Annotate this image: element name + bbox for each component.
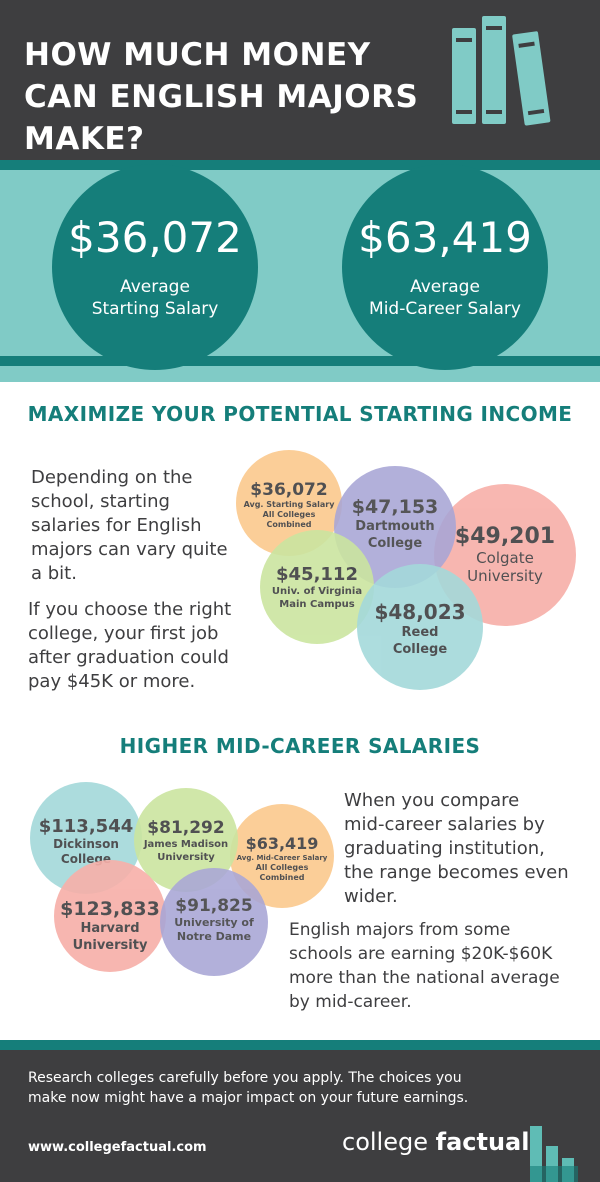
bubble-harvard: $123,833 Harvard University — [54, 860, 166, 972]
footer-message: Research colleges carefully before you a… — [28, 1070, 469, 1106]
starting-paragraph-2: If you choose the right college, your fi… — [28, 599, 232, 692]
avg-starting-salary-label: Average Starting Salary — [91, 277, 219, 319]
band-bottom-stripe — [0, 356, 600, 366]
brand-name: college factual — [342, 1128, 530, 1156]
bubble-reed: $48,023 Reed College — [357, 564, 483, 690]
footer-url[interactable]: www.collegefactual.com — [28, 1140, 207, 1155]
bubble-notre-dame: $91,825 University of Notre Dame — [160, 868, 268, 976]
midcareer-paragraph-2: English majors from some schools are ear… — [289, 920, 560, 1012]
midcareer-title: HIGHER MID-CAREER SALARIES — [119, 734, 481, 758]
books-icon — [452, 16, 551, 126]
avg-starting-salary-amount: $36,072 — [68, 213, 242, 262]
college-factual-logo-icon — [530, 1126, 578, 1182]
footer: Research colleges carefully before you a… — [0, 1040, 600, 1182]
avg-midcareer-salary-circle: $63,419 Average Mid-Career Salary — [342, 164, 548, 370]
band-top-stripe — [0, 160, 600, 170]
avg-starting-salary-circle: $36,072 Average Starting Salary — [52, 164, 258, 370]
starting-income-title: MAXIMIZE YOUR POTENTIAL STARTING INCOME — [27, 402, 573, 426]
avg-midcareer-salary-amount: $63,419 — [358, 213, 532, 262]
page-title: HOW MUCH MONEY CAN ENGLISH MAJORS MAKE? — [24, 37, 419, 157]
salary-band: $36,072 Average Starting Salary $63,419 … — [0, 160, 600, 382]
starting-paragraph-1: Depending on the school, starting salari… — [31, 467, 228, 584]
header: HOW MUCH MONEY CAN ENGLISH MAJORS MAKE? — [0, 0, 600, 160]
bubble-virginia: $45,112 Univ. of Virginia Main Campus — [260, 530, 374, 644]
avg-midcareer-salary-label: Average Mid-Career Salary — [369, 277, 521, 319]
midcareer-paragraph-1: When you compare mid-career salaries by … — [344, 790, 569, 907]
footer-stripe — [0, 1040, 600, 1050]
